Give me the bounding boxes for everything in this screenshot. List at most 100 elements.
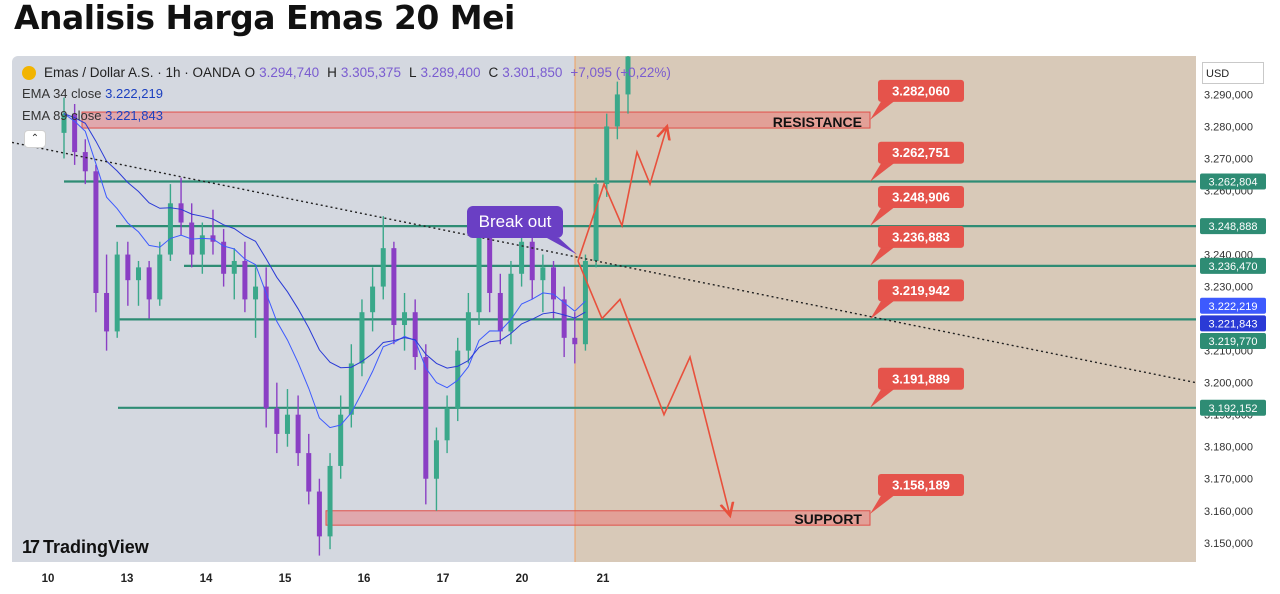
callout-pointer <box>870 493 896 514</box>
callout-box <box>878 79 964 102</box>
y-tick-label: 3.170,000 <box>1204 474 1253 486</box>
candle-body[interactable] <box>497 292 503 332</box>
candle-body[interactable] <box>263 286 269 409</box>
zone-support <box>325 510 871 526</box>
candle-body[interactable] <box>572 337 578 345</box>
candle-body[interactable] <box>391 248 397 326</box>
breakout-bubble <box>467 206 563 238</box>
candle-body[interactable] <box>604 126 610 185</box>
gold-coin-icon <box>22 65 36 80</box>
ema34-legend[interactable]: EMA 34 close 3.222,219 <box>22 86 163 101</box>
candle-body[interactable] <box>199 235 205 255</box>
callout-label: 3.191,889 <box>892 371 950 386</box>
x-tick-label: 16 <box>358 573 371 585</box>
candle-body[interactable] <box>231 260 237 274</box>
x-tick-label: 20 <box>516 573 529 585</box>
candle-body[interactable] <box>125 254 131 281</box>
candle-body[interactable] <box>306 453 312 492</box>
price-label-box <box>1200 297 1266 314</box>
candle-body[interactable] <box>146 267 152 300</box>
callout-pointer <box>870 299 896 320</box>
price-label-box <box>1200 173 1266 190</box>
y-tick-label: 3.200,000 <box>1204 378 1253 390</box>
callout-pointer <box>870 206 896 227</box>
candle-body[interactable] <box>402 312 408 326</box>
candle-body[interactable] <box>433 440 439 479</box>
candle-body[interactable] <box>135 267 141 281</box>
x-tick-label: 14 <box>200 573 213 585</box>
currency-selector[interactable]: USD <box>1202 62 1264 84</box>
price-label: 3.262,804 <box>1209 177 1258 189</box>
candle-body[interactable] <box>242 260 248 300</box>
candle-body[interactable] <box>178 203 184 223</box>
candle-body[interactable] <box>359 312 365 364</box>
zone-label: SUPPORT <box>794 511 862 527</box>
collapse-legend-button[interactable]: ⌃ <box>24 130 46 148</box>
close-value: 3.301,850 <box>502 65 563 80</box>
price-label-box <box>1200 315 1266 332</box>
price-label-box <box>1200 399 1266 416</box>
price-label: 3.221,843 <box>1209 318 1258 330</box>
price-label-box <box>1200 257 1266 274</box>
candle-body[interactable] <box>348 363 354 415</box>
callout-pointer <box>870 387 896 408</box>
breakout-pointer <box>547 238 577 255</box>
candle-body[interactable] <box>614 94 620 127</box>
candle-body[interactable] <box>338 414 344 466</box>
candle-body[interactable] <box>221 241 227 274</box>
tradingview-logo: 17 TradingView <box>22 537 149 558</box>
candle-body[interactable] <box>370 286 376 313</box>
candle-body[interactable] <box>561 299 567 338</box>
candle-body[interactable] <box>444 408 450 441</box>
candle-body[interactable] <box>380 248 386 287</box>
callout-box <box>878 141 964 164</box>
candle-body[interactable] <box>157 254 163 300</box>
ema89-legend[interactable]: EMA 89 close 3.221,843 <box>22 108 163 123</box>
candle-body[interactable] <box>551 267 557 300</box>
chart-panel[interactable]: RESISTANCE SUPPORT 3.282,060 3.262,751 3.24… <box>12 56 1270 590</box>
candle-body[interactable] <box>61 113 67 133</box>
price-chart[interactable]: RESISTANCE SUPPORT 3.282,060 3.262,751 3.24… <box>12 56 1270 590</box>
candle-body[interactable] <box>189 222 195 255</box>
callout-label: 3.158,189 <box>892 477 950 492</box>
candle-body[interactable] <box>582 260 588 345</box>
candle-body[interactable] <box>114 254 120 332</box>
candle-body[interactable] <box>327 465 333 537</box>
candle-body[interactable] <box>508 273 514 332</box>
price-label: 3.219,770 <box>1209 336 1258 348</box>
price-label: 3.222,219 <box>1209 301 1258 313</box>
candle-body[interactable] <box>465 312 471 351</box>
candle-body[interactable] <box>540 267 546 281</box>
candle-body[interactable] <box>476 235 482 313</box>
y-tick-label: 3.150,000 <box>1204 538 1253 550</box>
candle-body[interactable] <box>274 408 280 434</box>
high-label: H <box>327 65 337 80</box>
low-value: 3.289,400 <box>420 65 481 80</box>
candle-body[interactable] <box>487 235 493 293</box>
candle-body[interactable] <box>593 184 599 261</box>
candle-body[interactable] <box>284 414 290 434</box>
callout-box <box>878 473 964 496</box>
callout-label: 3.282,060 <box>892 83 950 98</box>
candle-body[interactable] <box>625 56 631 95</box>
candle-body[interactable] <box>253 286 259 300</box>
callout-label: 3.236,883 <box>892 229 950 244</box>
candle-body[interactable] <box>423 357 429 479</box>
symbol-legend[interactable]: Emas / Dollar A.S. · 1h · OANDA O 3.294,7… <box>22 65 675 80</box>
callout-pointer <box>870 245 896 266</box>
candle-body[interactable] <box>529 241 535 281</box>
candle-body[interactable] <box>93 171 99 293</box>
candle-body[interactable] <box>167 203 173 255</box>
candle-body[interactable] <box>519 241 525 274</box>
chevron-up-icon: ⌃ <box>30 133 40 144</box>
candle-body[interactable] <box>104 292 110 332</box>
candle-body[interactable] <box>316 491 322 537</box>
candle-body[interactable] <box>82 152 88 172</box>
price-label: 3.192,152 <box>1209 403 1258 415</box>
candle-body[interactable] <box>295 414 301 454</box>
open-value: 3.294,740 <box>259 65 320 80</box>
candle-body[interactable] <box>412 312 418 358</box>
zone-resistance <box>81 111 871 129</box>
price-label: 3.248,888 <box>1209 221 1258 233</box>
candle-body[interactable] <box>72 113 78 153</box>
